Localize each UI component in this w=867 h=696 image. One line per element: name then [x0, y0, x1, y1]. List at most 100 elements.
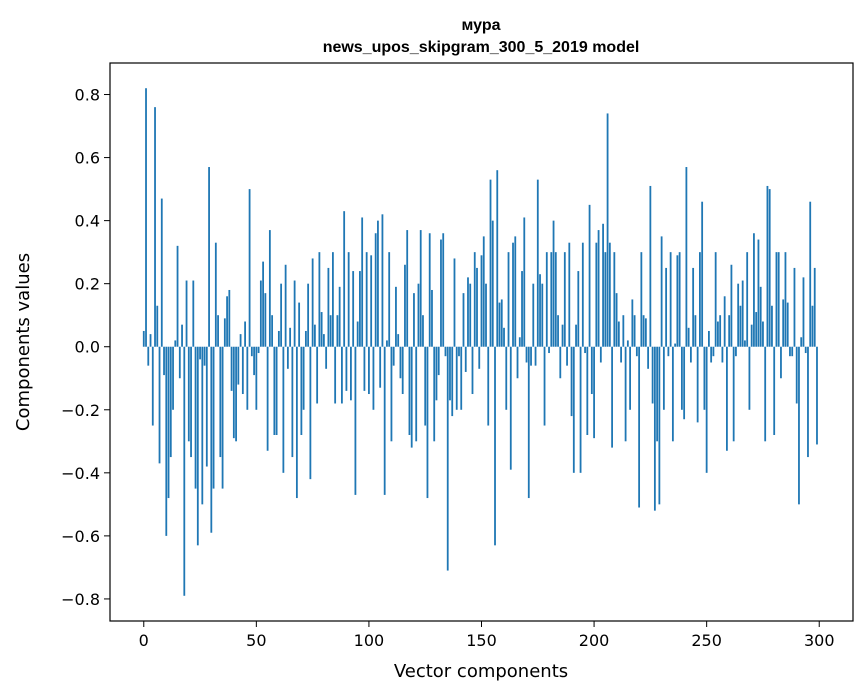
- y-tick-label: −0.6: [61, 527, 100, 546]
- bar: [478, 346, 481, 369]
- bar: [737, 283, 740, 347]
- bar: [226, 296, 228, 347]
- bar: [518, 337, 521, 347]
- bar: [469, 283, 472, 347]
- bar: [295, 346, 298, 499]
- bar: [746, 252, 749, 347]
- bar: [291, 346, 294, 458]
- bar: [217, 315, 219, 347]
- bar: [649, 185, 652, 347]
- bar: [413, 293, 415, 347]
- bar: [275, 346, 278, 435]
- bar: [210, 346, 213, 533]
- bar: [183, 346, 186, 596]
- x-tick-label: 100: [354, 631, 385, 650]
- bar: [624, 346, 627, 442]
- bar: [730, 264, 733, 347]
- bar: [800, 337, 803, 347]
- bar: [435, 346, 438, 401]
- bar: [464, 346, 467, 372]
- bar: [293, 280, 296, 347]
- bar: [780, 346, 782, 379]
- bar: [309, 346, 312, 480]
- bar: [775, 252, 778, 347]
- bar: [667, 346, 670, 357]
- bar: [282, 346, 285, 473]
- y-axis-label: Components values: [13, 253, 34, 431]
- bar: [446, 346, 449, 571]
- bar: [552, 220, 555, 347]
- bar: [509, 346, 512, 470]
- bar: [437, 346, 440, 376]
- bar: [352, 271, 355, 347]
- bar: [428, 233, 431, 347]
- bar: [406, 230, 409, 347]
- bar: [318, 252, 321, 347]
- bar: [147, 346, 150, 366]
- bar: [563, 252, 566, 347]
- bar: [322, 334, 325, 347]
- y-tick-label: 0.0: [75, 338, 100, 357]
- bar: [460, 346, 463, 410]
- x-tick-label: 250: [691, 631, 722, 650]
- bar: [172, 346, 174, 410]
- bar: [608, 242, 611, 347]
- bar: [361, 217, 364, 347]
- bar: [174, 340, 177, 347]
- bar: [262, 261, 264, 347]
- bar: [786, 302, 789, 347]
- bar: [185, 280, 188, 347]
- bar: [590, 346, 593, 395]
- bar: [789, 346, 791, 357]
- bar: [386, 340, 388, 347]
- bar: [717, 321, 719, 347]
- bar: [151, 346, 154, 426]
- bar: [816, 346, 818, 445]
- bar: [350, 346, 352, 401]
- bar: [669, 252, 672, 347]
- bar: [728, 315, 731, 347]
- bar: [458, 346, 460, 357]
- bar: [692, 267, 695, 347]
- bar: [647, 346, 650, 369]
- bar: [539, 274, 541, 347]
- y-tick-label: −0.8: [61, 590, 100, 609]
- bar: [154, 107, 156, 347]
- bar: [500, 299, 503, 347]
- bar: [719, 315, 722, 347]
- bar: [687, 327, 690, 347]
- y-tick-label: −0.4: [61, 464, 100, 483]
- bar: [485, 283, 487, 347]
- bar: [304, 330, 307, 347]
- bar: [572, 346, 575, 473]
- bar: [167, 346, 170, 499]
- y-tick-label: 0.8: [75, 86, 100, 105]
- bar: [809, 201, 812, 347]
- bar: [205, 346, 208, 467]
- x-tick-label: 200: [579, 631, 610, 650]
- bar: [426, 346, 429, 499]
- bar: [705, 346, 708, 473]
- bar: [415, 346, 418, 442]
- bar: [379, 346, 382, 388]
- bar: [230, 346, 233, 391]
- bar: [489, 179, 492, 347]
- bar: [368, 346, 370, 395]
- bar: [750, 324, 753, 347]
- plot-frame: [109, 62, 854, 622]
- bar: [683, 346, 686, 420]
- bar: [757, 239, 760, 347]
- bar: [721, 346, 724, 363]
- bar: [507, 252, 510, 347]
- bar: [791, 346, 794, 357]
- bar: [419, 230, 422, 347]
- bar: [581, 242, 584, 347]
- x-tick-label: 50: [246, 631, 266, 650]
- bar: [642, 315, 645, 347]
- bar: [399, 346, 402, 379]
- bar: [656, 346, 659, 442]
- y-tick-label: 0.2: [75, 275, 100, 294]
- bar: [176, 245, 179, 347]
- bar: [431, 289, 433, 347]
